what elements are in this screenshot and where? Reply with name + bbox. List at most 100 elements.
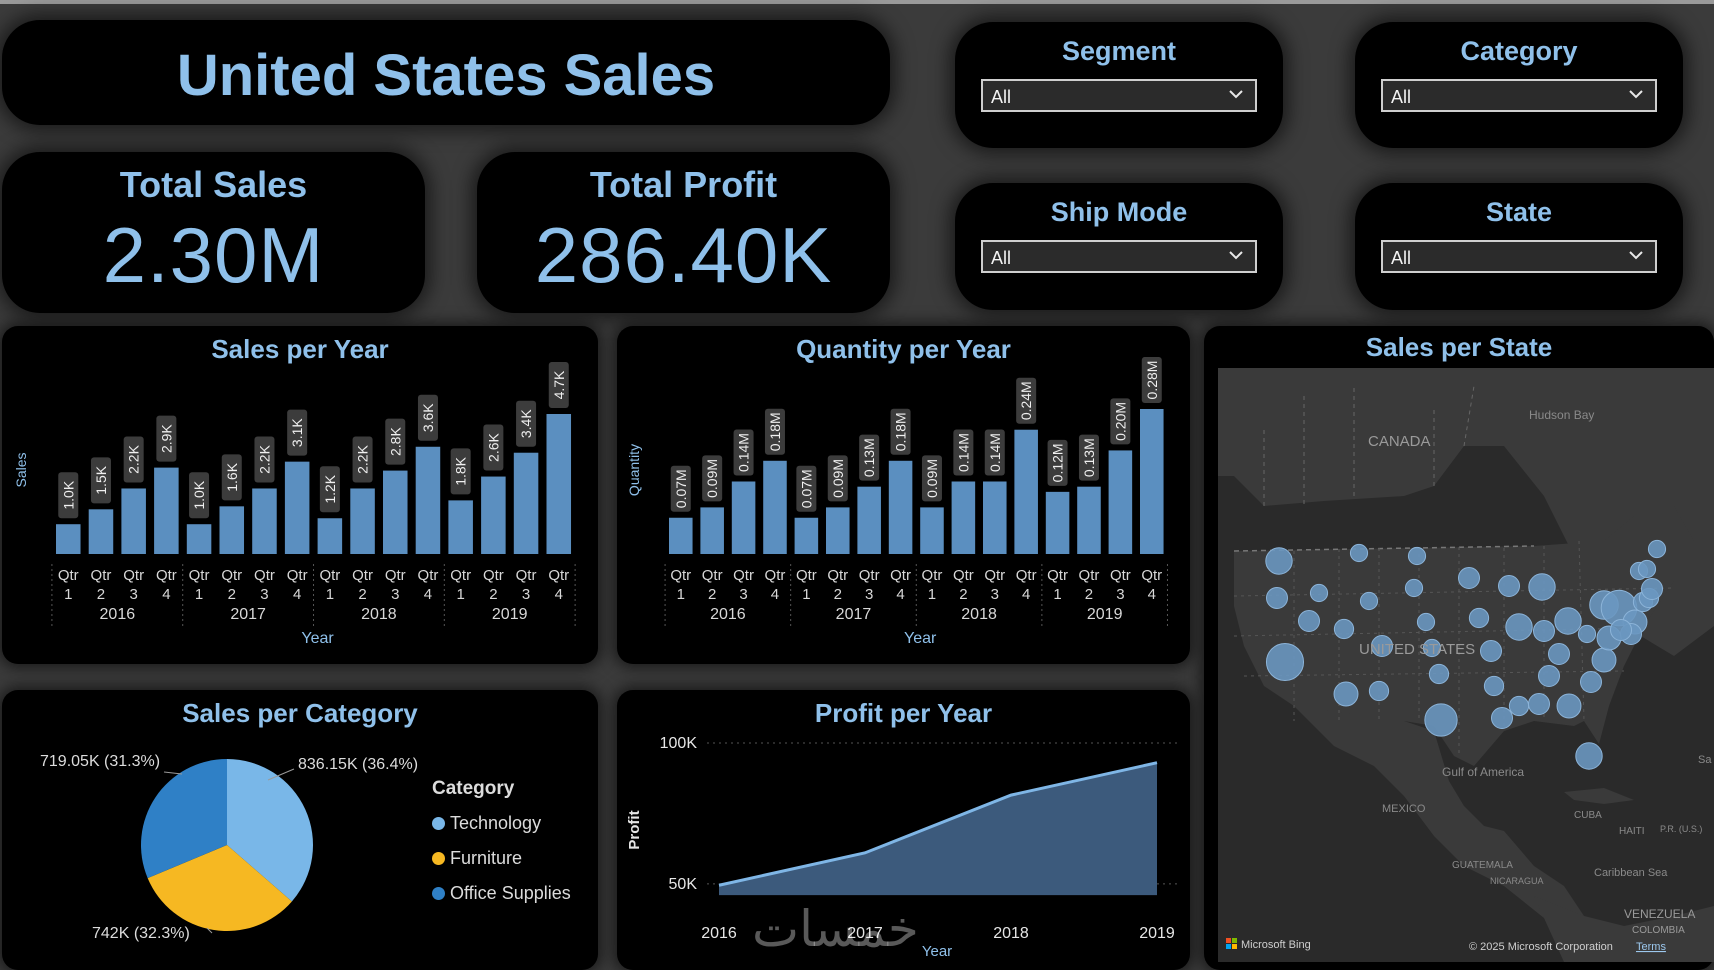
x-tick-label: 2: [358, 586, 366, 603]
data-label-bg: [287, 409, 308, 456]
bar: [669, 517, 693, 554]
state-bubble: [1265, 642, 1305, 682]
state-bubble: [1528, 573, 1556, 601]
x-tick-label: Qtr: [670, 567, 691, 584]
x-tick-label: Qtr: [702, 567, 723, 584]
state-bubble: [1370, 634, 1394, 658]
bar: [154, 467, 179, 554]
legend-item-office-supplies[interactable]: Office Supplies: [432, 876, 571, 911]
ship-mode-dropdown[interactable]: All: [981, 240, 1257, 273]
data-label-bg: [352, 436, 373, 483]
map-label-mexico: MEXICO: [1382, 803, 1426, 815]
x-tick-label: 1: [677, 586, 685, 603]
data-label-bg: [417, 394, 438, 441]
x-tick-label: Qtr: [221, 567, 242, 584]
state-bubble: [1547, 642, 1571, 666]
x-tick-label: Qtr: [483, 567, 504, 584]
x-tick-label: 2018: [993, 925, 1029, 942]
bar: [415, 446, 441, 554]
profit-per-year-panel: Profit per Year 50K 100K 2016 2017 2018 2019 Y…: [617, 690, 1190, 970]
legend-title: Category: [432, 778, 515, 799]
x-tick-label: 4: [1022, 586, 1030, 603]
data-label-bg: [702, 455, 723, 502]
x-tick-label: Qtr: [796, 567, 817, 584]
data-label: 0.14M: [987, 433, 1003, 472]
data-label-bg: [1078, 434, 1099, 481]
state-bubble: [1359, 591, 1379, 611]
data-label: 2.8K: [387, 427, 403, 456]
data-label: 3.1K: [289, 418, 305, 447]
y-tick-label: 100K: [660, 735, 698, 752]
segment-label: Segment: [1061, 36, 1177, 66]
x-tick-label: Qtr: [287, 567, 308, 584]
x-tick-label: Qtr: [984, 567, 1005, 584]
state-bubble: [1527, 692, 1551, 716]
state-bubble: [1556, 693, 1582, 719]
data-label: 3.6K: [420, 403, 436, 432]
profit-per-year-chart: 50K 100K 2016 2017 2018 2019 Year Profit: [626, 735, 1177, 960]
sales-per-year-title: Sales per Year: [211, 334, 389, 364]
total-profit-value: 286.40K: [534, 211, 833, 299]
category-dropdown[interactable]: All: [1381, 79, 1657, 112]
pie-data-label: 719.05K (31.3%): [40, 753, 160, 770]
data-label-bg: [221, 454, 242, 501]
category-slicer: Category All: [1355, 22, 1683, 148]
bar: [448, 500, 473, 554]
sales-per-year-panel: Sales per Year 1.0K Qtr 1 1.5K Qtr 2 2.2K Qtr 3 2…: [2, 326, 598, 664]
x-year-label: 2017: [836, 606, 872, 623]
pie-data-label: 742K (32.3%): [92, 925, 190, 942]
state-selected-value: All: [1391, 248, 1412, 268]
legend-item-furniture[interactable]: Furniture: [432, 841, 571, 876]
data-label-bg: [156, 415, 177, 462]
legend-item-technology[interactable]: Technology: [432, 806, 571, 841]
x-tick-label: Qtr: [352, 567, 373, 584]
legend-label: Furniture: [450, 848, 523, 868]
bar: [700, 507, 724, 554]
x-tick-label: Qtr: [765, 567, 786, 584]
pie-slice: [227, 759, 313, 902]
segment-dropdown[interactable]: All: [981, 79, 1257, 112]
chevron-down-icon: [1629, 251, 1643, 260]
data-label-bg: [516, 400, 537, 447]
state-bubble: [1309, 583, 1329, 603]
x-tick-label: Qtr: [516, 567, 537, 584]
state-dropdown[interactable]: All: [1381, 240, 1657, 273]
chevron-down-icon: [1629, 90, 1643, 99]
x-tick-label: 3: [1116, 586, 1124, 603]
x-tick-label: Qtr: [890, 567, 911, 584]
bar: [284, 461, 310, 554]
state-bubble: [1333, 618, 1355, 640]
quantity-per-year-title: Quantity per Year: [796, 334, 1011, 364]
x-tick-label: 2: [1085, 586, 1093, 603]
legend-label: Office Supplies: [450, 883, 571, 903]
data-label: 1.8K: [453, 456, 469, 485]
state-label: State: [1485, 197, 1553, 227]
map-label-venezuela: VENEZUELA: [1624, 907, 1695, 921]
x-tick-label: 3: [260, 586, 268, 603]
x-tick-label: Qtr: [733, 567, 754, 584]
data-label: 2.2K: [126, 444, 142, 473]
x-tick-label: 3: [739, 586, 747, 603]
data-label: 1.6K: [224, 462, 240, 491]
map-land-cuba: [1564, 788, 1634, 804]
area-fill: [719, 762, 1157, 896]
x-tick-label: Qtr: [91, 567, 112, 584]
bar: [794, 517, 819, 554]
x-tick-label: Qtr: [1016, 567, 1037, 584]
data-label: 0.20M: [1112, 402, 1128, 441]
map-copyright: © 2025 Microsoft Corporation: [1469, 941, 1613, 953]
data-label: 0.18M: [767, 412, 783, 451]
state-bubble: [1457, 566, 1481, 590]
x-year-label: 2019: [1087, 606, 1123, 623]
map-terms-link[interactable]: Terms: [1636, 941, 1666, 953]
bar: [186, 524, 212, 554]
data-label: 4.7K: [551, 370, 567, 399]
state-bubble: [1349, 543, 1369, 563]
state-bubble: [1591, 647, 1617, 673]
chevron-down-icon: [1229, 90, 1243, 99]
state-bubble: [1508, 695, 1530, 717]
data-label: 0.09M: [830, 459, 846, 498]
sales-per-state-map[interactable]: Hudson Bay CANADA UNITED STATES Gulf of …: [1204, 326, 1714, 970]
bar: [763, 460, 787, 554]
title-card: United States Sales: [2, 20, 890, 125]
